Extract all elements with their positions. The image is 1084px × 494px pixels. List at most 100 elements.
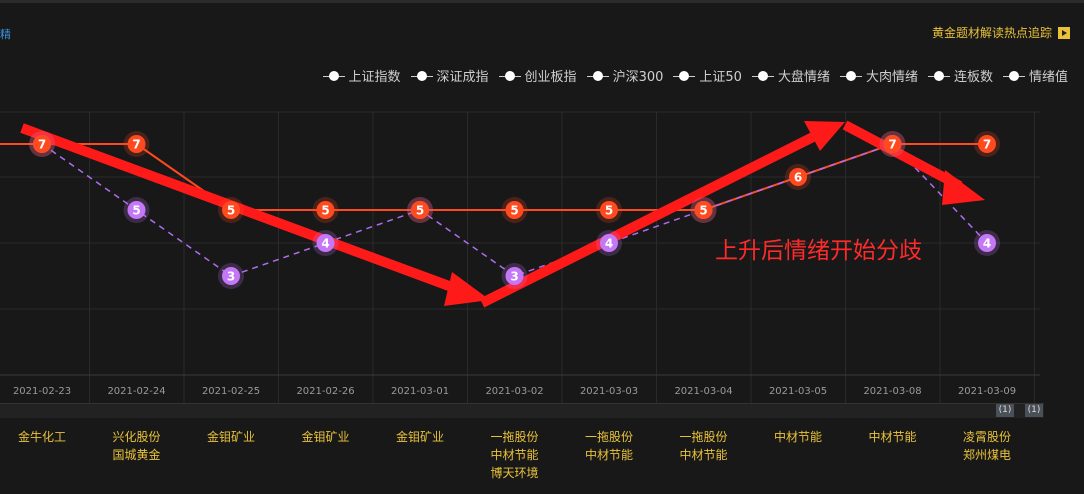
x-tick-label: 2021-03-02 xyxy=(485,386,543,397)
play-icon[interactable] xyxy=(1058,26,1070,39)
legend-label: 大盘情绪 xyxy=(777,70,830,85)
legend-item[interactable]: 上证指数 xyxy=(322,66,401,85)
data-point xyxy=(411,201,429,219)
data-label: 5 xyxy=(510,204,518,218)
stock-name[interactable]: 金牛化工 xyxy=(17,430,66,444)
arrow-up-icon xyxy=(479,131,818,308)
arrow-head xyxy=(444,272,490,306)
arrow-head xyxy=(942,170,985,205)
legend-item[interactable]: 上证50 xyxy=(673,66,742,85)
legend-item[interactable]: 大肉情绪 xyxy=(839,66,918,85)
stock-cell: 一拖股份中材节能博天环境 xyxy=(468,428,562,482)
stock-cell: 一拖股份 中材节能 xyxy=(562,428,656,464)
top-border xyxy=(0,0,1084,3)
legend-item[interactable]: 情绪值 xyxy=(1002,66,1068,85)
stock-name[interactable]: 金钼矿业 xyxy=(395,430,444,444)
stock-name[interactable]: 金钼矿业 xyxy=(206,430,255,444)
legend-label: 大肉情绪 xyxy=(865,70,918,85)
legend-label: 上证50 xyxy=(699,70,742,85)
stock-name[interactable]: 一拖股份 xyxy=(584,430,633,444)
data-label: 3 xyxy=(227,270,235,284)
data-point xyxy=(222,201,240,219)
stock-name[interactable]: 金钼矿业 xyxy=(301,430,350,444)
arrow-head xyxy=(804,121,845,151)
x-tick-label: 2021-02-24 xyxy=(107,386,165,397)
legend-item[interactable]: 沪深300 xyxy=(586,66,664,85)
legend-marker-icon xyxy=(410,70,433,82)
stock-name[interactable]: 中材节能 xyxy=(679,448,728,462)
x-tick-label: 2021-03-04 xyxy=(674,386,732,397)
legend-marker-icon xyxy=(839,70,862,82)
data-label: 5 xyxy=(699,204,707,218)
legend-marker-icon xyxy=(498,70,521,82)
stock-name[interactable]: 博天环境 xyxy=(490,466,539,480)
legend-marker-icon xyxy=(673,70,696,82)
legend-marker-icon xyxy=(586,70,609,82)
scroll-left-button[interactable]: (1) xyxy=(996,404,1014,417)
data-label: 5 xyxy=(227,204,235,218)
data-label: 4 xyxy=(321,237,329,251)
legend-item[interactable]: 大盘情绪 xyxy=(751,66,830,85)
stock-names-row: 金牛化工 兴化股份 国城黄金 金钼矿业 金钼矿业 金钼矿业 一拖股份 中材节能 博天环境 一拖股份… xyxy=(0,428,1040,494)
stock-cell: 中材节能 xyxy=(846,428,940,446)
data-label: 5 xyxy=(416,204,424,218)
legend-label: 深证成指 xyxy=(436,70,489,85)
panel-title: 黄金题材解读热点追踪 xyxy=(931,26,1052,40)
stock-name[interactable]: 一拖股份 xyxy=(490,430,539,444)
legend-item[interactable]: 连板数 xyxy=(927,66,993,85)
legend-item[interactable]: 深证成指 xyxy=(410,66,489,85)
data-point xyxy=(694,201,713,219)
series-points: 753453457477555555677 xyxy=(29,131,1000,289)
chart-scrollbar[interactable] xyxy=(0,403,1044,418)
data-label: 5 xyxy=(321,204,329,218)
chart-annotation: 上升后情绪开始分歧 xyxy=(715,238,922,264)
stock-name[interactable]: 郑州煤电 xyxy=(962,448,1011,462)
stock-name[interactable]: 中材节能 xyxy=(868,430,917,444)
data-point xyxy=(789,168,807,186)
legend-marker-icon xyxy=(751,70,774,82)
corner-label[interactable]: 精 xyxy=(0,28,11,41)
arrow-down-icon xyxy=(842,120,963,191)
legend-label: 沪深300 xyxy=(612,70,664,85)
stock-name[interactable]: 国城黄金 xyxy=(112,448,161,462)
data-point xyxy=(127,135,146,153)
stock-name[interactable]: 一拖股份 xyxy=(679,430,728,444)
data-label: 5 xyxy=(605,204,613,218)
x-tick-label: 2021-02-25 xyxy=(202,386,260,397)
x-tick-label: 2021-03-05 xyxy=(769,386,827,397)
stock-name[interactable]: 凌霄股份 xyxy=(962,430,1011,444)
stock-cell: 金钼矿业 xyxy=(184,428,278,446)
data-point xyxy=(505,267,524,285)
stock-name[interactable]: 中材节能 xyxy=(584,448,633,462)
data-point xyxy=(600,201,618,219)
data-label: 7 xyxy=(983,138,991,152)
data-point xyxy=(33,135,51,153)
data-point xyxy=(505,201,524,219)
legend-marker-icon xyxy=(1002,70,1025,82)
title-bar: 黄金题材解读热点追踪 xyxy=(932,24,1070,41)
data-label: 5 xyxy=(132,204,140,218)
series-line xyxy=(41,143,988,277)
annotation-arrows xyxy=(20,120,985,308)
stock-name[interactable]: 中材节能 xyxy=(773,430,822,444)
data-label: 4 xyxy=(983,237,991,251)
data-point xyxy=(883,135,902,153)
data-point xyxy=(978,234,996,252)
stock-name[interactable]: 中材节能 xyxy=(490,448,539,462)
legend-label: 创业板指 xyxy=(524,70,577,85)
scroll-right-button[interactable]: (1) xyxy=(1025,404,1043,417)
sentiment-line-chart: 753453457477555555677 2021-02-232021-02-… xyxy=(0,111,1040,403)
data-label: 7 xyxy=(38,138,46,152)
legend-item[interactable]: 创业板指 xyxy=(498,66,577,85)
x-tick-label: 2021-03-08 xyxy=(863,386,921,397)
legend-marker-icon xyxy=(322,70,345,82)
data-label: 7 xyxy=(888,138,896,152)
legend-label: 情绪值 xyxy=(1028,70,1068,85)
legend-marker-icon xyxy=(927,70,950,82)
stock-cell: 金钼矿业 xyxy=(279,428,373,446)
data-point xyxy=(316,234,335,252)
stock-name[interactable]: 兴化股份 xyxy=(112,430,161,444)
data-label: 6 xyxy=(794,171,802,185)
legend-label: 连板数 xyxy=(953,70,993,85)
x-tick-label: 2021-03-03 xyxy=(580,386,638,397)
